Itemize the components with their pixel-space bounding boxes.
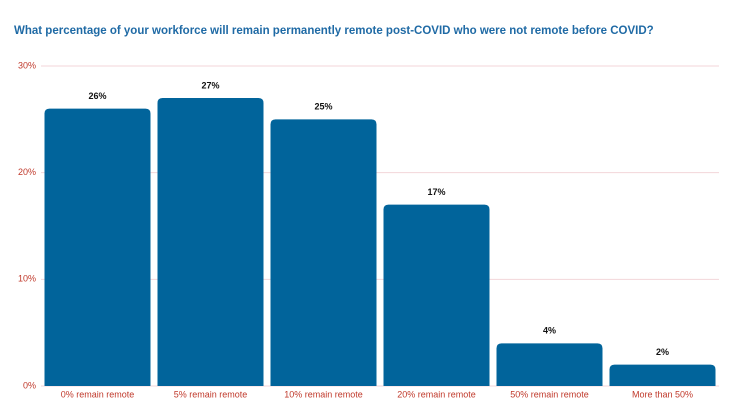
x-tick-label: 20% remain remote — [397, 389, 476, 399]
bar — [44, 108, 151, 387]
x-tick-label: 50% remain remote — [510, 389, 589, 399]
y-tick-label: 30% — [18, 60, 36, 70]
data-label: 27% — [201, 80, 219, 90]
y-tick-label: 0% — [23, 380, 36, 390]
x-tick-label: 0% remain remote — [61, 389, 135, 399]
bar — [609, 364, 716, 386]
y-tick-label: 20% — [18, 167, 36, 177]
bar — [270, 119, 377, 386]
x-tick-label: 10% remain remote — [284, 389, 363, 399]
bar — [157, 98, 264, 386]
data-label: 4% — [543, 326, 556, 336]
data-label: 26% — [88, 91, 106, 101]
bar — [496, 343, 603, 386]
data-label: 2% — [656, 347, 669, 357]
x-tick-label: 5% remain remote — [174, 389, 248, 399]
bar — [383, 204, 490, 386]
chart-title: What percentage of your workforce will r… — [14, 25, 654, 37]
data-label: 25% — [314, 102, 332, 112]
y-tick-label: 10% — [18, 274, 36, 284]
x-tick-label: More than 50% — [632, 389, 693, 399]
data-label: 17% — [427, 187, 445, 197]
